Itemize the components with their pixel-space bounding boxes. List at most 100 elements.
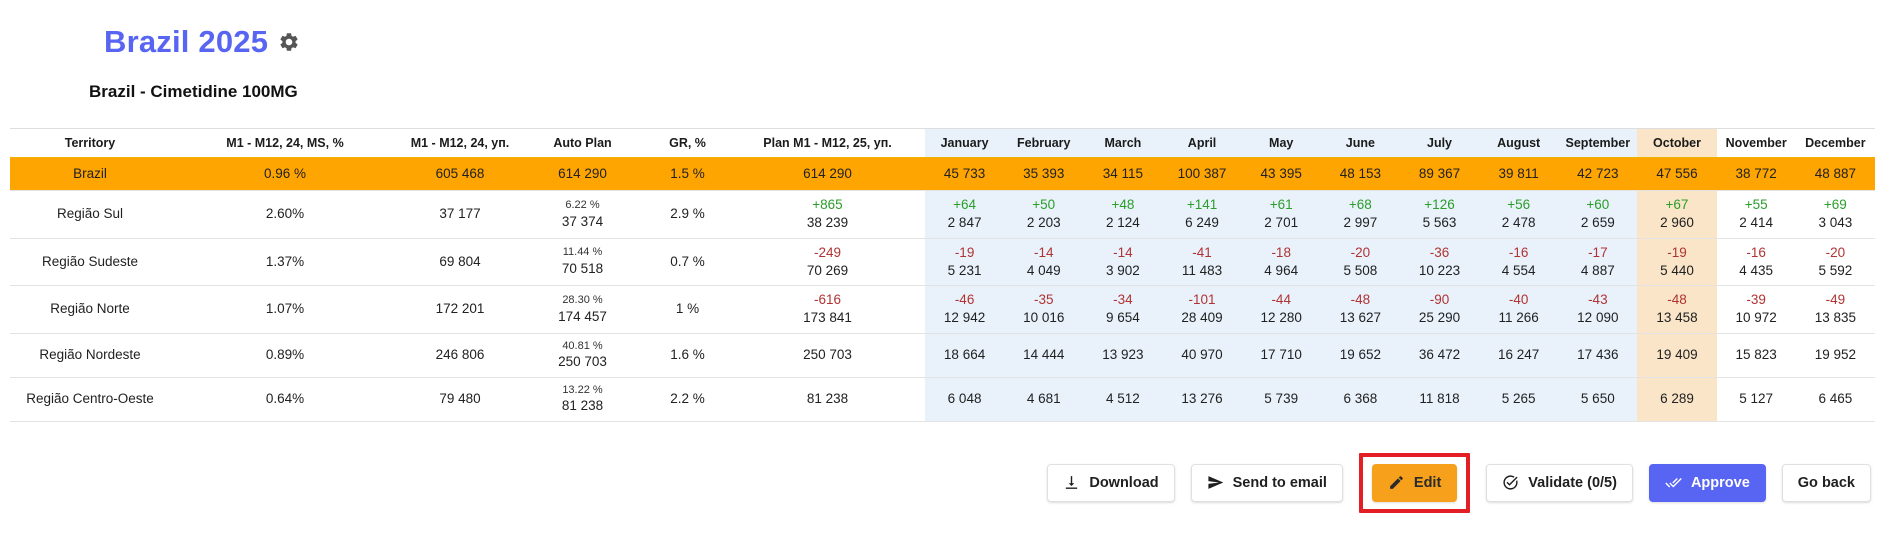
- month-value: 12 280: [1260, 310, 1302, 326]
- cell-auto-plan: 11.44 % 70 518: [520, 238, 645, 285]
- table-row[interactable]: Região Centro-Oeste 0.64% 79 480 13.22 % 81 …: [10, 377, 1875, 422]
- month-value: 5 265: [1501, 391, 1536, 407]
- cell-month-july: +126 5 563: [1399, 190, 1480, 239]
- month-delta: +48: [1111, 197, 1135, 213]
- month-delta: -16: [1508, 244, 1529, 260]
- month-value: 5 592: [1818, 262, 1853, 278]
- cell-growth-rate: 1 %: [645, 286, 730, 333]
- go-back-button-label: Go back: [1797, 474, 1855, 491]
- month-value: 48 153: [1339, 166, 1381, 181]
- edit-button[interactable]: Edit: [1371, 463, 1458, 502]
- month-delta: +50: [1032, 197, 1056, 213]
- table-row[interactable]: Região Sul 2.60% 37 177 6.22 % 37 374 2.9 % +8…: [10, 190, 1875, 239]
- cell-month-september: -43 12 090: [1558, 285, 1638, 334]
- cell-month-june: +68 2 997: [1320, 190, 1400, 239]
- auto-plan-percent: 40.81 %: [562, 339, 603, 352]
- plan-value: 173 841: [803, 310, 852, 326]
- approve-button[interactable]: Approve: [1648, 463, 1766, 502]
- download-button[interactable]: Download: [1047, 463, 1175, 502]
- month-value: 4 512: [1105, 391, 1140, 407]
- cell-month-may: 5 739: [1241, 377, 1321, 422]
- validate-button[interactable]: Validate (0/5): [1486, 463, 1633, 502]
- month-value: 38 772: [1735, 166, 1777, 181]
- month-value: 6 048: [947, 391, 982, 407]
- month-delta: -90: [1429, 292, 1450, 308]
- table-row[interactable]: Região Norte 1.07% 172 201 28.30 % 174 457 1 …: [10, 285, 1875, 334]
- month-delta: -20: [1350, 244, 1371, 260]
- cell-month-august: 39 811: [1479, 157, 1559, 191]
- territory-label: Região Sul: [56, 206, 124, 222]
- market-share-value: 1.07%: [265, 301, 305, 317]
- toolbar: Download Send to email Edit Validate (0/…: [0, 452, 1871, 514]
- growth-rate-value: 1.6 %: [670, 346, 705, 362]
- cell-month-may: -44 12 280: [1241, 285, 1321, 334]
- table-row[interactable]: Brazil 0.96 % 605 468 614 290 1.5 % 614 290 45…: [10, 157, 1875, 191]
- territory-label: Região Sudeste: [41, 253, 139, 269]
- month-delta: +60: [1586, 197, 1610, 213]
- territory-label: Região Norte: [50, 301, 130, 317]
- month-delta: -19: [1667, 244, 1687, 260]
- send-to-email-button-label: Send to email: [1232, 474, 1327, 491]
- cell-territory: Região Nordeste: [10, 333, 170, 377]
- cell-market-share: 1.37%: [170, 238, 400, 285]
- column-header-m1-m12-24-ms: M1 - M12, 24, MS, %: [170, 128, 400, 158]
- edit-button-label: Edit: [1413, 474, 1442, 491]
- column-header-june: June: [1320, 128, 1400, 158]
- cell-month-september: +60 2 659: [1558, 190, 1638, 239]
- cell-territory: Brazil: [10, 157, 170, 191]
- cell-month-june: 19 652: [1320, 333, 1400, 378]
- month-value: 2 203: [1026, 215, 1061, 231]
- month-value: 10 972: [1735, 310, 1777, 326]
- month-delta: +67: [1665, 197, 1689, 213]
- month-delta: -43: [1588, 292, 1608, 308]
- table-row[interactable]: Região Sudeste 1.37% 69 804 11.44 % 70 518 0.…: [10, 238, 1875, 286]
- page-title: Brazil 2025: [104, 24, 269, 59]
- column-header-gr: GR, %: [645, 128, 730, 158]
- cell-month-october: 6 289: [1637, 377, 1717, 422]
- column-header-plan-m1-m12-25: Plan M1 - M12, 25, уп.: [730, 128, 925, 158]
- month-value: 13 627: [1339, 310, 1381, 326]
- cell-units: 172 201: [400, 286, 520, 333]
- cell-month-january: 45 733: [925, 157, 1005, 191]
- month-value: 4 049: [1026, 262, 1061, 278]
- month-value: 10 016: [1023, 310, 1065, 326]
- cell-month-december: -20 5 592: [1796, 238, 1875, 285]
- table-row[interactable]: Região Nordeste 0.89% 246 806 40.81 % 250 70…: [10, 333, 1875, 378]
- gear-icon: [278, 31, 300, 53]
- column-header-territory: Territory: [10, 128, 170, 158]
- cell-month-august: -40 11 266: [1479, 285, 1559, 334]
- cell-auto-plan: 6.22 % 37 374: [520, 191, 645, 238]
- download-button-label: Download: [1089, 474, 1159, 491]
- cell-auto-plan: 13.22 % 81 238: [520, 377, 645, 421]
- cell-growth-rate: 1.5 %: [645, 157, 730, 191]
- month-delta: -16: [1746, 244, 1766, 260]
- market-share-value: 2.60%: [265, 206, 305, 222]
- month-value: 15 823: [1735, 346, 1777, 362]
- send-to-email-button[interactable]: Send to email: [1190, 463, 1343, 502]
- auto-plan-value: 250 703: [558, 354, 607, 370]
- month-delta: -34: [1113, 292, 1133, 308]
- cell-month-july: 36 472: [1399, 333, 1480, 378]
- plan-table: Territory M1 - M12, 24, MS, % M1 - M12, 24…: [10, 128, 1875, 422]
- month-value: 3 902: [1105, 262, 1140, 278]
- cell-plan: 614 290: [730, 157, 925, 191]
- auto-plan-percent: 11.44 %: [562, 246, 603, 259]
- month-value: 17 436: [1577, 346, 1619, 362]
- month-delta: +61: [1269, 197, 1293, 213]
- settings-button[interactable]: [278, 31, 300, 53]
- cell-month-january: 18 664: [925, 333, 1005, 378]
- month-value: 2 960: [1660, 215, 1694, 231]
- annotation-box: Edit: [1358, 452, 1471, 513]
- cell-units: 79 480: [400, 377, 520, 421]
- cell-units: 246 806: [400, 333, 520, 377]
- cell-units: 37 177: [400, 191, 520, 238]
- month-value: 12 942: [943, 310, 986, 326]
- month-delta: +56: [1507, 197, 1531, 213]
- month-value: 100 387: [1177, 166, 1227, 181]
- check-circle-icon: [1502, 474, 1519, 491]
- month-value: 5 440: [1660, 262, 1694, 278]
- go-back-button[interactable]: Go back: [1781, 463, 1871, 502]
- month-delta: -36: [1429, 244, 1450, 260]
- month-value: 9 654: [1105, 310, 1140, 326]
- cell-auto-plan: 28.30 % 174 457: [520, 286, 645, 333]
